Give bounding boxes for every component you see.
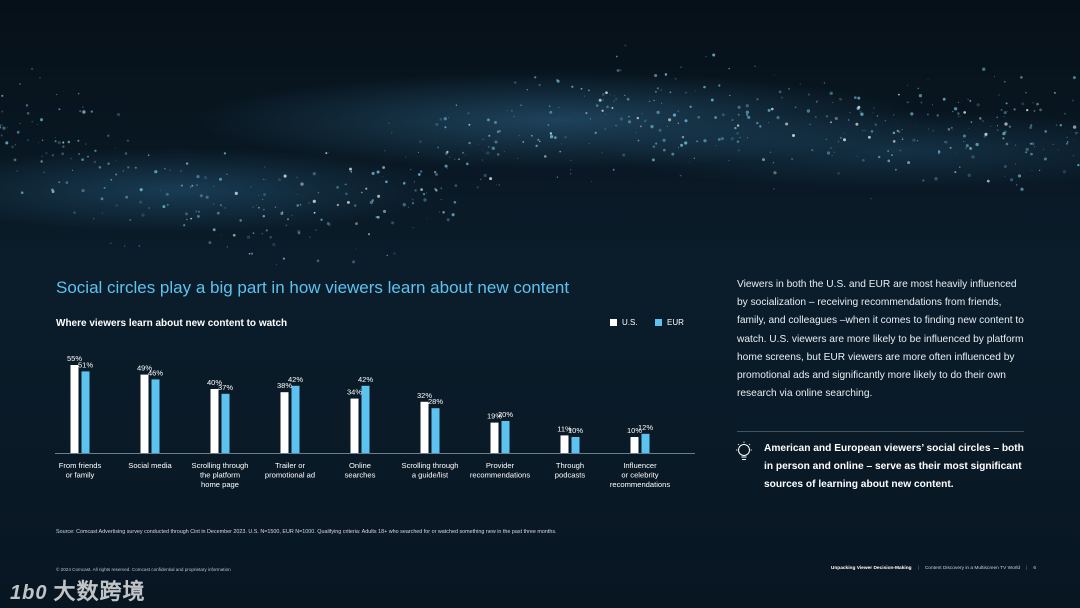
footer-separator: | [917,566,919,571]
category-label: the platform [200,471,240,480]
data-label: 10% [568,426,583,435]
bar-eur [361,385,370,453]
bar-us [210,389,219,453]
category-label: or celebrity [621,471,658,480]
category-label: podcasts [555,471,586,480]
category-label: recommendations [610,480,671,489]
category-label: promotional ad [265,471,315,480]
data-label: 40% [207,378,222,387]
legend-swatch-eur [655,319,662,327]
category-label: recommendations [470,471,531,480]
bar-us [490,422,499,453]
bar-us [70,365,79,453]
category-label: or family [66,471,95,480]
body-text: Viewers in both the U.S. and EUR are mos… [737,279,1024,400]
category-label: From friends [59,461,102,470]
category-label: Social media [128,461,172,470]
page-headline: Social circles play a big part in how vi… [56,278,570,297]
footer-report-subtitle: Content Discovery in a Multiscreen TV Wo… [924,566,1021,571]
category-label: searches [345,471,376,480]
bar-us [350,398,359,453]
data-label: 34% [347,388,362,397]
data-label: 51% [78,360,93,369]
bar-us [560,435,569,453]
lightbulb-icon [736,441,752,460]
bar-eur [291,385,300,453]
footer-report-title: Unpacking Viewer Decision-Making [830,566,912,571]
particle-wave-decoration [0,44,1080,265]
bar-eur [151,379,160,453]
category-label: a guide/list [412,471,449,480]
data-label: 19% [487,412,502,421]
divider [737,431,1024,432]
category-label: Through [556,461,584,470]
footer-separator: | [1026,566,1028,571]
data-label: 37% [218,383,233,392]
bar-eur [501,421,510,453]
bar-us [630,437,639,453]
bar-us [420,401,429,453]
bar-eur [81,371,90,453]
category-label: Scrolling through [192,461,249,470]
data-label: 46% [148,368,163,377]
page-number: 6 [1033,566,1036,571]
data-label: 55% [67,354,82,363]
source-note: Source: Comcast Advertising survey condu… [56,529,557,535]
watermark-logo: 1b0 [10,582,48,604]
legend-item-eur: EUR [655,318,684,327]
category-label: Influencer [623,461,657,470]
copyright: © 2024 Comcast. All rights reserved. Com… [56,567,231,572]
chart-title: Where viewers learn about new content to… [56,318,288,329]
bar-us [280,392,289,453]
category-label: Online [349,461,371,470]
callout-text: American and European viewers’ social ci… [764,443,1024,491]
legend-swatch-us [610,319,617,327]
watermark-text: 大数跨境 [53,579,146,604]
data-label: 10% [627,426,642,435]
category-label: Scrolling through [402,461,459,470]
data-label: 12% [638,423,653,432]
legend-item-us: U.S. [610,318,638,327]
bar-eur [641,433,650,453]
data-label: 42% [358,375,373,384]
legend-label-eur: EUR [667,318,684,327]
data-label: 49% [137,364,152,373]
watermark: 1b0 大数跨境 [10,574,145,606]
bar-us [140,374,149,453]
bar-eur [221,393,230,453]
data-label: 20% [498,410,513,419]
footer-right: Unpacking Viewer Decision-Making | Content… [831,566,1036,571]
category-label: Trailer or [275,461,306,470]
data-label: 28% [428,397,443,406]
data-label: 42% [288,375,303,384]
data-label: 38% [277,381,292,390]
data-label: 32% [417,391,432,400]
legend-label-us: U.S. [622,318,638,327]
category-label: Provider [486,461,515,470]
bar-eur [571,437,580,453]
category-label: home page [201,480,239,489]
data-label: 11% [557,424,572,433]
bar-eur [431,408,440,453]
